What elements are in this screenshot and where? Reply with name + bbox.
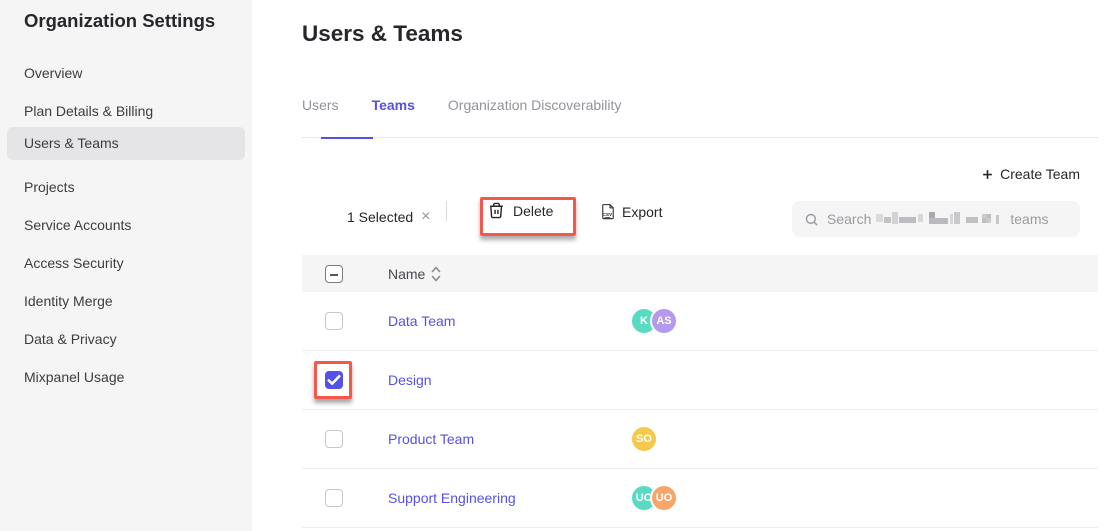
svg-text:CSV: CSV <box>603 212 614 217</box>
